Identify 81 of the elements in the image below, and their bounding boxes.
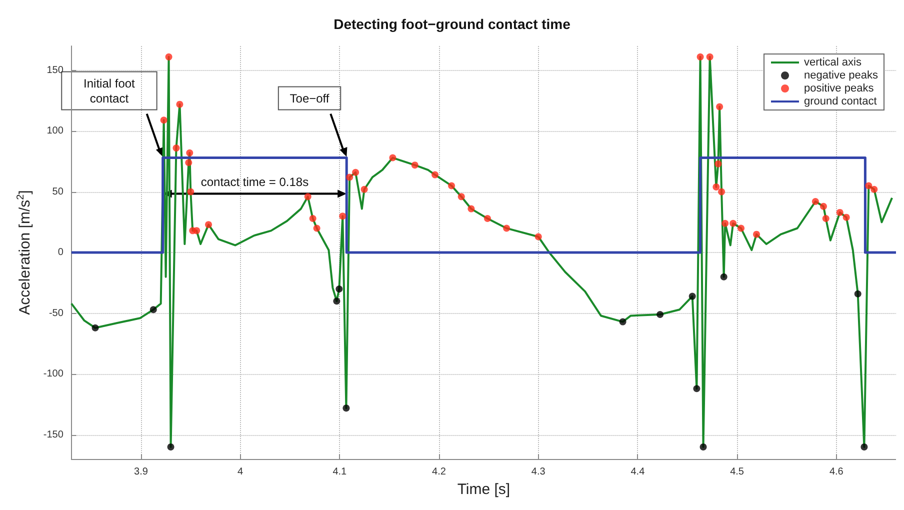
y-tick-label: 50 (52, 186, 64, 198)
x-tick-label: 4.4 (630, 466, 646, 478)
point (333, 298, 340, 305)
point (696, 53, 704, 60)
point (360, 186, 368, 193)
chart-title: Detecting foot−ground contact time (334, 16, 571, 32)
point (870, 186, 878, 193)
x-tick-label: 4 (238, 466, 244, 478)
annotation: contact time = 0.18s (200, 174, 309, 189)
point (339, 212, 346, 220)
point (722, 220, 729, 227)
point (700, 443, 707, 450)
x-tick-label: 4.3 (531, 466, 546, 478)
point (842, 214, 850, 221)
point (836, 208, 844, 216)
point (346, 174, 354, 181)
x-axis-title: Time [s] (457, 481, 510, 498)
point (468, 205, 475, 212)
y-tick-label: 0 (58, 247, 64, 258)
point (185, 159, 192, 166)
point (484, 215, 491, 222)
x-tick-label: 3.9 (134, 466, 148, 478)
point (712, 183, 720, 190)
point (720, 273, 728, 280)
point (176, 100, 184, 108)
point (854, 290, 862, 298)
y-tick-label: -50 (48, 308, 64, 319)
point (822, 215, 830, 222)
point (820, 202, 827, 210)
point (716, 103, 724, 110)
point (411, 162, 418, 169)
legend-label: vertical axis (804, 56, 862, 68)
point (693, 385, 700, 392)
x-tick-label: 4.1 (332, 466, 348, 478)
point (313, 224, 320, 232)
point (458, 193, 465, 200)
y-tick-label: 150 (46, 64, 64, 76)
point (186, 149, 194, 156)
point (860, 443, 868, 450)
point (304, 193, 312, 200)
point (160, 116, 168, 124)
annotation: Initial foot contact (84, 76, 136, 106)
point (150, 306, 157, 314)
legend-label: negative peaks (804, 70, 878, 82)
y-axis-title: Acceleration [m/s2] (16, 190, 34, 315)
point (706, 53, 714, 60)
x-tick-label: 4.2 (432, 466, 446, 478)
point (503, 224, 510, 232)
point (352, 168, 360, 176)
point (167, 443, 174, 450)
point (172, 144, 180, 152)
point (714, 160, 722, 168)
point (165, 53, 172, 60)
point (193, 227, 200, 234)
point (738, 224, 745, 232)
point (342, 404, 350, 412)
point (753, 230, 760, 238)
point (688, 292, 696, 300)
x-tick-label: 4.5 (730, 466, 744, 478)
point (448, 182, 456, 190)
legend-label: ground contact (804, 96, 877, 108)
point (389, 154, 396, 162)
point (718, 188, 726, 196)
legend-label: positive peaks (804, 82, 874, 94)
point (812, 198, 819, 206)
y-tick-label: -150 (43, 429, 64, 440)
point (619, 318, 626, 326)
point (865, 182, 872, 190)
x-tick-label: 4.6 (829, 466, 844, 478)
point (187, 188, 194, 196)
point (336, 286, 343, 292)
y-tick-label: 100 (46, 126, 64, 137)
point (534, 233, 542, 240)
point (309, 215, 316, 222)
y-tick-label: -100 (43, 368, 64, 380)
point (730, 220, 737, 227)
point (92, 324, 99, 332)
point (432, 171, 439, 178)
point (205, 221, 212, 228)
point (656, 311, 664, 318)
annotation: Toe−off (290, 91, 330, 106)
